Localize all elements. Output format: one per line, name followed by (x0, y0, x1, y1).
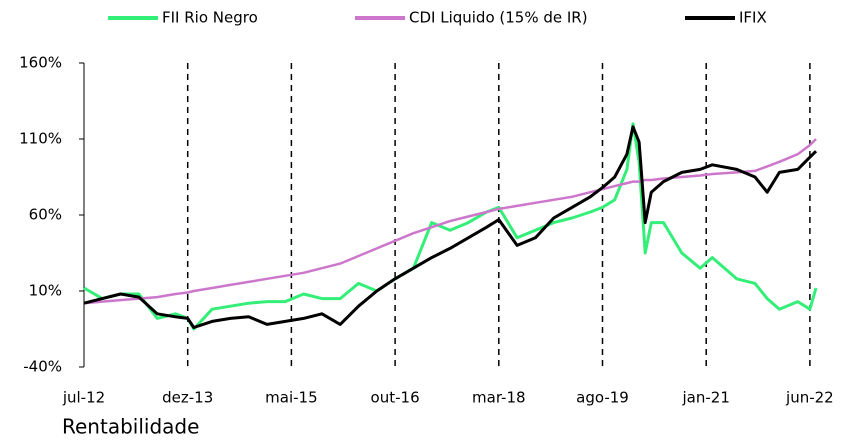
chart-title: Rentabilidade (62, 415, 199, 439)
x-tick-label: jan-21 (682, 389, 730, 407)
line (83, 125, 818, 329)
x-tick-label: jun-22 (785, 389, 834, 407)
x-tick-label: mai-15 (265, 389, 317, 407)
x-tick-label: out-16 (371, 389, 420, 407)
x-tick-label: dez-13 (162, 389, 213, 407)
legend-label: IFIX (739, 9, 767, 27)
legend-label: CDI Liquido (15% de IR) (409, 9, 588, 27)
legend-label: FII Rio Negro (162, 9, 258, 27)
line (83, 138, 817, 305)
y-tick-label: 10% (29, 282, 62, 300)
x-tick-label: ago-19 (576, 389, 629, 407)
x-tick-label: jul-12 (62, 389, 105, 407)
y-tick-label: 110% (19, 130, 62, 148)
y-tick-label: -40% (23, 358, 62, 376)
y-tick-label: 160% (19, 54, 62, 72)
y-tick-label: 60% (29, 206, 62, 224)
x-tick-label: mar-18 (472, 389, 526, 407)
